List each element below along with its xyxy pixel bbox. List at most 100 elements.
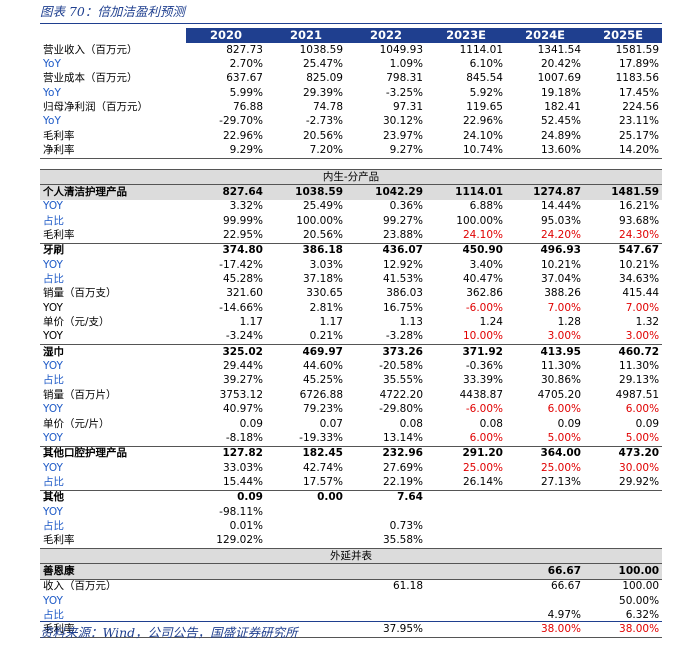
table-row: YoY 2.70% 25.47% 1.09% 6.10% 20.42% 17.89% bbox=[40, 57, 662, 71]
year-header: 2022 bbox=[346, 28, 426, 43]
value-cell: 1049.93 bbox=[379, 43, 423, 56]
value-cell: 9.27% bbox=[346, 143, 426, 159]
value-cell: 1581.59 bbox=[615, 43, 659, 56]
value-cell: 29.13% bbox=[619, 374, 660, 387]
title-divider bbox=[40, 23, 662, 24]
section-header-row: 内生-分产品 bbox=[40, 168, 663, 186]
table-row: YOY 50.00% bbox=[40, 594, 662, 608]
value-cell: 40.97% bbox=[222, 403, 263, 416]
table-row: 毛利率 37.95% 38.00% 38.00% bbox=[40, 622, 663, 638]
value-cell: 827.64 bbox=[186, 184, 266, 200]
value-cell bbox=[266, 519, 346, 533]
value-cell: 11.30% bbox=[540, 360, 581, 373]
row-label: 收入（百万元） bbox=[43, 580, 117, 593]
value-cell: 845.54 bbox=[466, 72, 503, 85]
value-cell: 469.97 bbox=[266, 344, 346, 360]
value-cell bbox=[426, 505, 506, 519]
row-label: 毛利率 bbox=[40, 622, 186, 638]
value-cell: 27.69% bbox=[382, 461, 423, 474]
value-cell: 9.29% bbox=[186, 143, 266, 159]
value-cell: 37.95% bbox=[346, 622, 426, 638]
value-cell: 66.67 bbox=[550, 580, 581, 593]
value-cell: 10.21% bbox=[540, 258, 581, 271]
value-cell: 3753.12 bbox=[219, 388, 263, 401]
value-cell: 23.88% bbox=[382, 229, 423, 242]
year-header: 2020 bbox=[186, 28, 266, 43]
value-cell: 100.00% bbox=[296, 214, 343, 227]
row-label: YOY bbox=[43, 505, 63, 518]
value-cell: 24.30% bbox=[619, 229, 660, 242]
row-label: 销量（百万片） bbox=[43, 388, 117, 401]
value-cell: 1341.54 bbox=[537, 43, 581, 56]
value-cell: 374.80 bbox=[186, 242, 266, 259]
row-label: 占比 bbox=[43, 374, 64, 387]
value-cell: 24.10% bbox=[462, 129, 503, 142]
value-cell: 15.44% bbox=[222, 475, 263, 488]
row-label: 占比 bbox=[43, 214, 64, 227]
value-cell: 1.24 bbox=[479, 316, 503, 329]
value-cell: 5.00% bbox=[547, 431, 581, 444]
table-row: 毛利率 22.95% 20.56% 23.88% 24.10% 24.20% 24.30% bbox=[40, 228, 662, 243]
value-cell: 10.74% bbox=[426, 143, 506, 159]
value-cell: 4705.20 bbox=[537, 388, 581, 401]
value-cell: 825.09 bbox=[306, 72, 343, 85]
value-cell: 42.74% bbox=[302, 461, 343, 474]
header-blank bbox=[40, 28, 186, 43]
value-cell: 16.75% bbox=[382, 301, 423, 314]
table-row: 其他口腔护理产品 127.82 182.45 232.96 291.20 364.00 47… bbox=[40, 445, 663, 461]
table-row: 营业收入（百万元） 827.73 1038.59 1049.93 1114.01 1341… bbox=[40, 43, 662, 57]
value-cell: 224.56 bbox=[622, 101, 659, 114]
value-cell: 415.44 bbox=[622, 287, 660, 300]
product-breakdown-table: 内生-分产品 个人清洁护理产品 827.64 1038.59 1042.29 1114.0… bbox=[40, 168, 663, 638]
table-row: YOY -14.66% 2.81% 16.75% -6.00% 7.00% 7.00% bbox=[40, 301, 662, 315]
value-cell bbox=[346, 594, 426, 608]
value-cell: 473.20 bbox=[584, 445, 663, 461]
value-cell: 16.21% bbox=[619, 200, 660, 213]
value-cell: 1038.59 bbox=[299, 43, 343, 56]
value-cell bbox=[266, 563, 346, 580]
value-cell: 29.44% bbox=[222, 360, 263, 373]
value-cell: 97.31 bbox=[392, 101, 423, 114]
value-cell: 17.45% bbox=[618, 86, 659, 99]
table-row: 占比 15.44% 17.57% 22.19% 26.14% 27.13% 29.92% bbox=[40, 475, 662, 490]
value-cell: 182.41 bbox=[544, 101, 581, 114]
value-cell: -17.42% bbox=[219, 258, 263, 271]
value-cell: 23.97% bbox=[382, 129, 423, 142]
value-cell: 45.25% bbox=[302, 374, 343, 387]
value-cell: 22.95% bbox=[222, 229, 263, 242]
value-cell: 364.00 bbox=[506, 445, 584, 461]
value-cell: 6.00% bbox=[469, 431, 503, 444]
value-cell: 182.45 bbox=[266, 445, 346, 461]
value-cell: 37.04% bbox=[540, 273, 581, 286]
value-cell bbox=[266, 534, 346, 549]
table-row: YOY -8.18% -19.33% 13.14% 6.00% 5.00% 5.00% bbox=[40, 431, 662, 446]
table-row: 毛利率 129.02% 35.58% bbox=[40, 534, 662, 549]
value-cell: 0.08 bbox=[399, 417, 423, 430]
value-cell: 496.93 bbox=[506, 242, 584, 259]
value-cell: 5.92% bbox=[469, 86, 503, 99]
row-label: 营业收入（百万元） bbox=[43, 43, 138, 56]
value-cell bbox=[186, 622, 266, 638]
value-cell: 24.10% bbox=[462, 229, 503, 242]
value-cell: 0.08 bbox=[479, 417, 503, 430]
table-row: 个人清洁护理产品 827.64 1038.59 1042.29 1114.01 1274.… bbox=[40, 184, 663, 200]
value-cell bbox=[506, 505, 584, 519]
table-row: 收入（百万元） 61.18 66.67 100.00 bbox=[40, 579, 662, 594]
value-cell: -6.00% bbox=[465, 403, 503, 416]
value-cell: 5.99% bbox=[229, 86, 263, 99]
value-cell: 99.99% bbox=[222, 214, 263, 227]
value-cell: 450.90 bbox=[426, 242, 506, 259]
value-cell: 26.14% bbox=[462, 475, 503, 488]
row-label: YOY bbox=[43, 594, 63, 607]
table-row: 占比 4.97% 6.32% bbox=[40, 608, 662, 622]
value-cell: 34.63% bbox=[619, 273, 660, 286]
row-label: YoY bbox=[43, 58, 61, 71]
row-label: YoY bbox=[43, 115, 61, 128]
value-cell: -3.24% bbox=[225, 330, 263, 343]
value-cell: 35.55% bbox=[382, 374, 423, 387]
value-cell: 1481.59 bbox=[584, 184, 663, 200]
section-header-row: 外延并表 bbox=[40, 547, 663, 565]
value-cell: 637.67 bbox=[226, 72, 263, 85]
value-cell: 436.07 bbox=[346, 242, 426, 259]
row-label: 其他 bbox=[40, 489, 186, 505]
